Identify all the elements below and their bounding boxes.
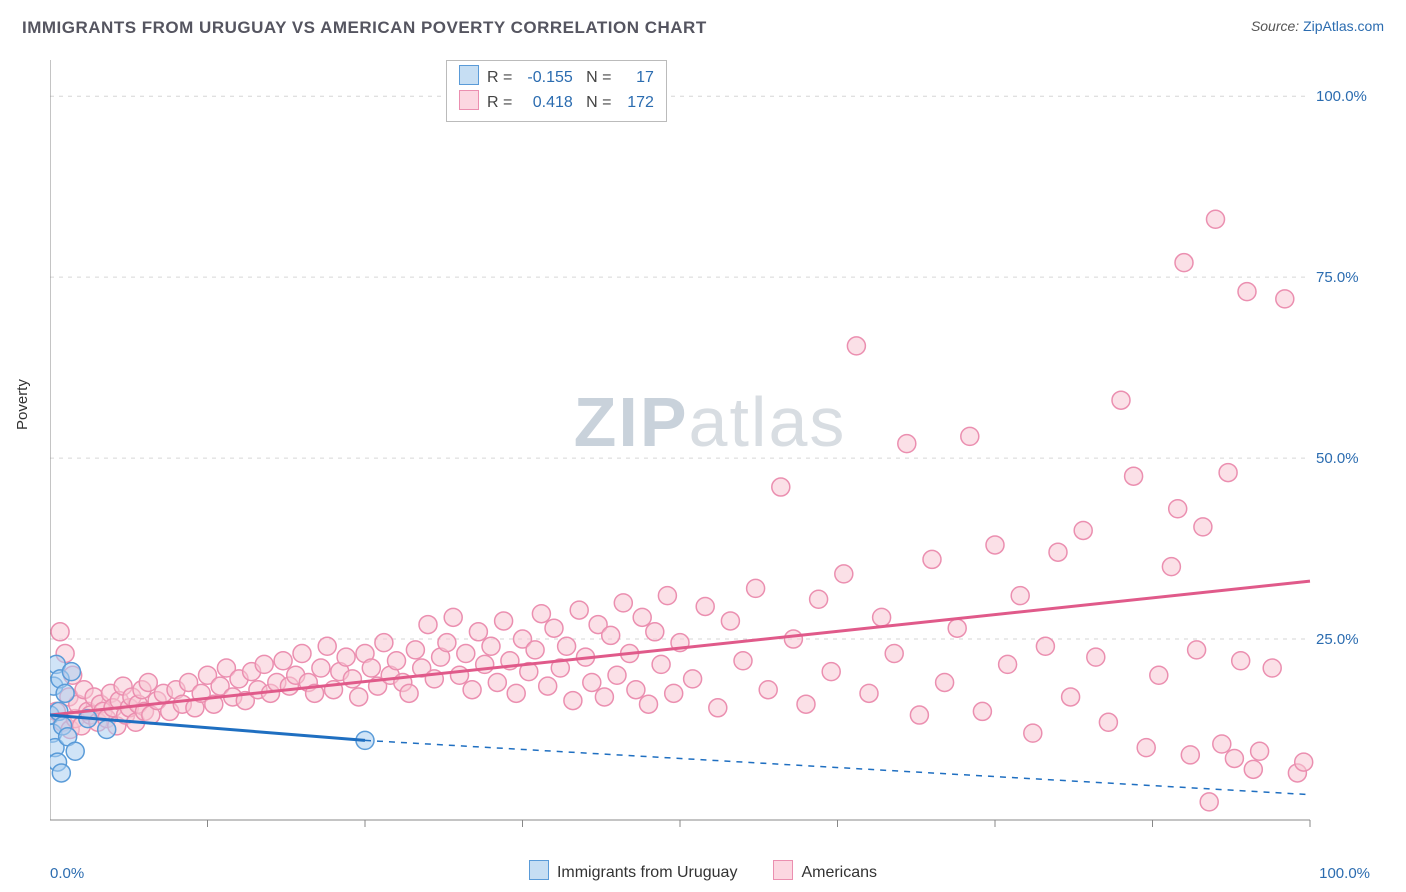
r-value-americans: 0.418 (517, 91, 573, 115)
scatter-chart: 25.0% 50.0% 75.0% 100.0% (50, 60, 1370, 830)
corr-row-americans: R = 0.418 N = 172 (459, 90, 654, 115)
source-link[interactable]: ZipAtlas.com (1303, 18, 1384, 34)
x-start-label: 0.0% (50, 865, 84, 882)
n-value-americans: 172 (616, 91, 654, 115)
legend-label-americans: Americans (801, 864, 877, 881)
correlation-legend-box: R = -0.155 N = 17R = 0.418 N = 172 (446, 60, 667, 122)
legend-item-americans: Americans (773, 864, 877, 881)
x-end-label: 100.0% (1319, 865, 1370, 882)
legend-item-uruguay: Immigrants from Uruguay (529, 864, 738, 881)
swatch-americans (459, 90, 479, 110)
r-label: R = (487, 69, 512, 86)
y-tick-label: 75.0% (1316, 269, 1359, 286)
n-value-uruguay: 17 (616, 66, 654, 90)
series-legend: Immigrants from Uruguay Americans (0, 860, 1406, 882)
chart-title: IMMIGRANTS FROM URUGUAY VS AMERICAN POVE… (22, 18, 707, 38)
legend-label-uruguay: Immigrants from Uruguay (557, 864, 738, 881)
legend-swatch-uruguay (529, 860, 549, 880)
legend-swatch-americans (773, 860, 793, 880)
r-label: R = (487, 94, 512, 111)
r-value-uruguay: -0.155 (517, 66, 573, 90)
series-americans (50, 210, 1313, 811)
trendline-uruguay-extrapolated (365, 740, 1310, 794)
source-attribution: Source: ZipAtlas.com (1251, 18, 1384, 34)
y-tick-label: 50.0% (1316, 450, 1359, 467)
corr-row-uruguay: R = -0.155 N = 17 (459, 65, 654, 90)
y-tick-label: 25.0% (1316, 631, 1359, 648)
n-label: N = (586, 94, 611, 111)
plot-area: ZIPatlas 25.0%50.0%75.0%100.0% (50, 60, 1370, 830)
y-axis-label: Poverty (14, 379, 31, 430)
y-tick-label: 100.0% (1316, 88, 1367, 105)
n-label: N = (586, 69, 611, 86)
source-label: Source: (1251, 18, 1299, 34)
swatch-uruguay (459, 65, 479, 85)
